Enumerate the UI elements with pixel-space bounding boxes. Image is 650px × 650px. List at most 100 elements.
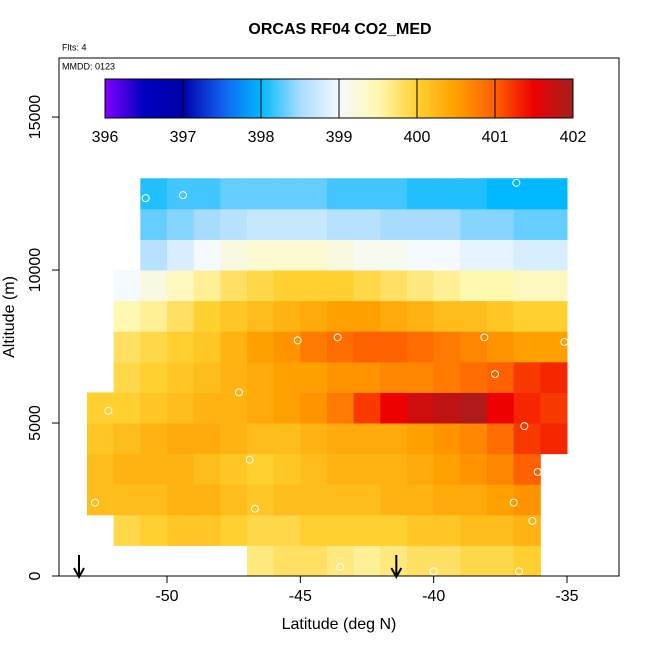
colorbar-segment <box>469 79 472 118</box>
colorbar-segment <box>375 79 378 118</box>
colorbar-segment <box>179 79 182 118</box>
heat-cell <box>167 178 195 210</box>
colorbar-segment <box>337 79 340 118</box>
heat-cell <box>273 300 301 332</box>
colorbar-segment <box>291 79 294 118</box>
colorbar-segment <box>339 79 342 118</box>
heat-cell <box>353 484 381 516</box>
heat-cell <box>167 514 195 546</box>
heat-cell <box>487 361 515 393</box>
colorbar-segment <box>245 79 248 118</box>
colorbar-segment <box>317 79 320 118</box>
colorbar-segment <box>227 79 230 118</box>
heat-cell <box>193 300 221 332</box>
colorbar-segment <box>455 79 458 118</box>
colorbar-segment <box>117 79 120 118</box>
colorbar-segment <box>431 79 434 118</box>
colorbar-segment <box>513 79 516 118</box>
heat-cell <box>167 208 195 240</box>
heat-cell <box>140 300 168 332</box>
colorbar-segment <box>303 79 306 118</box>
colorbar-segment <box>271 79 274 118</box>
heat-cell <box>380 484 408 516</box>
colorbar-segment <box>197 79 200 118</box>
heat-cell <box>247 545 275 577</box>
heat-cell <box>247 484 275 516</box>
colorbar-segment <box>365 79 368 118</box>
heat-cell <box>140 331 168 363</box>
colorbar-segment <box>505 79 508 118</box>
heat-cell <box>273 270 301 302</box>
heat-cell <box>327 300 355 332</box>
colorbar-segment <box>169 79 172 118</box>
heat-cell <box>300 270 328 302</box>
heat-cell <box>540 361 568 393</box>
sample-point <box>429 567 438 576</box>
sample-point <box>179 191 187 200</box>
colorbar-segment <box>281 79 284 118</box>
heat-cell <box>540 331 568 363</box>
heat-cell <box>407 361 435 393</box>
heat-cell <box>460 239 488 271</box>
heat-cell <box>433 178 461 210</box>
colorbar-segment <box>563 79 566 118</box>
colorbar-segment <box>519 79 522 118</box>
heat-cell <box>460 514 488 546</box>
colorbar-segment <box>383 79 386 118</box>
colorbar-segment <box>489 79 492 118</box>
heat-cell <box>513 545 541 577</box>
colorbar-segment <box>149 79 152 118</box>
heat-cell <box>380 178 408 210</box>
heat-cell <box>113 361 141 393</box>
heat-cell <box>353 453 381 485</box>
colorbar-segment <box>153 79 156 118</box>
colorbar-segment <box>437 79 440 118</box>
heat-cell <box>193 392 221 424</box>
colorbar-segment <box>195 79 198 118</box>
arrow-marker <box>73 555 85 580</box>
heat-cell <box>433 484 461 516</box>
heat-cell <box>487 331 515 363</box>
heat-cell <box>460 484 488 516</box>
colorbar-segment <box>409 79 412 118</box>
colorbar-segment <box>305 79 308 118</box>
heat-cell <box>167 453 195 485</box>
colorbar-segment <box>497 79 500 118</box>
heat-cell <box>273 453 301 485</box>
sample-point <box>245 455 254 464</box>
colorbar-segment <box>213 79 216 118</box>
colorbar-segment <box>263 79 266 118</box>
colorbar-segment <box>393 79 396 118</box>
heat-cell <box>460 178 488 210</box>
heat-cell <box>540 392 568 424</box>
heat-cell <box>113 300 141 332</box>
colorbar-segment <box>477 79 480 118</box>
colorbar-segment <box>217 79 220 118</box>
heat-cell <box>247 514 275 546</box>
x-tick-label: -35 <box>555 588 578 605</box>
y-tick-label: 0 <box>27 571 44 580</box>
colorbar-segment <box>261 79 264 118</box>
heat-cell <box>433 545 461 577</box>
sample-point <box>515 567 523 576</box>
heat-cell <box>407 423 435 455</box>
colorbar-segment <box>427 79 430 118</box>
colorbar-segment <box>425 79 428 118</box>
heat-cell <box>247 423 275 455</box>
heat-cell <box>487 270 515 302</box>
heat-cell <box>513 484 541 516</box>
colorbar-segment <box>241 79 244 118</box>
heat-cell <box>300 484 328 516</box>
colorbar-segment <box>329 79 332 118</box>
colorbar-segment <box>347 79 350 118</box>
heat-cell <box>220 239 248 271</box>
colorbar-segment <box>481 79 484 118</box>
colorbar-segment <box>515 79 518 118</box>
heat-cell <box>167 392 195 424</box>
colorbar-segment <box>467 79 470 118</box>
colorbar-segment <box>549 79 552 118</box>
heat-cell <box>220 208 248 240</box>
sample-point <box>560 337 569 346</box>
colorbar-segment <box>535 79 538 118</box>
colorbar-segment <box>511 79 514 118</box>
